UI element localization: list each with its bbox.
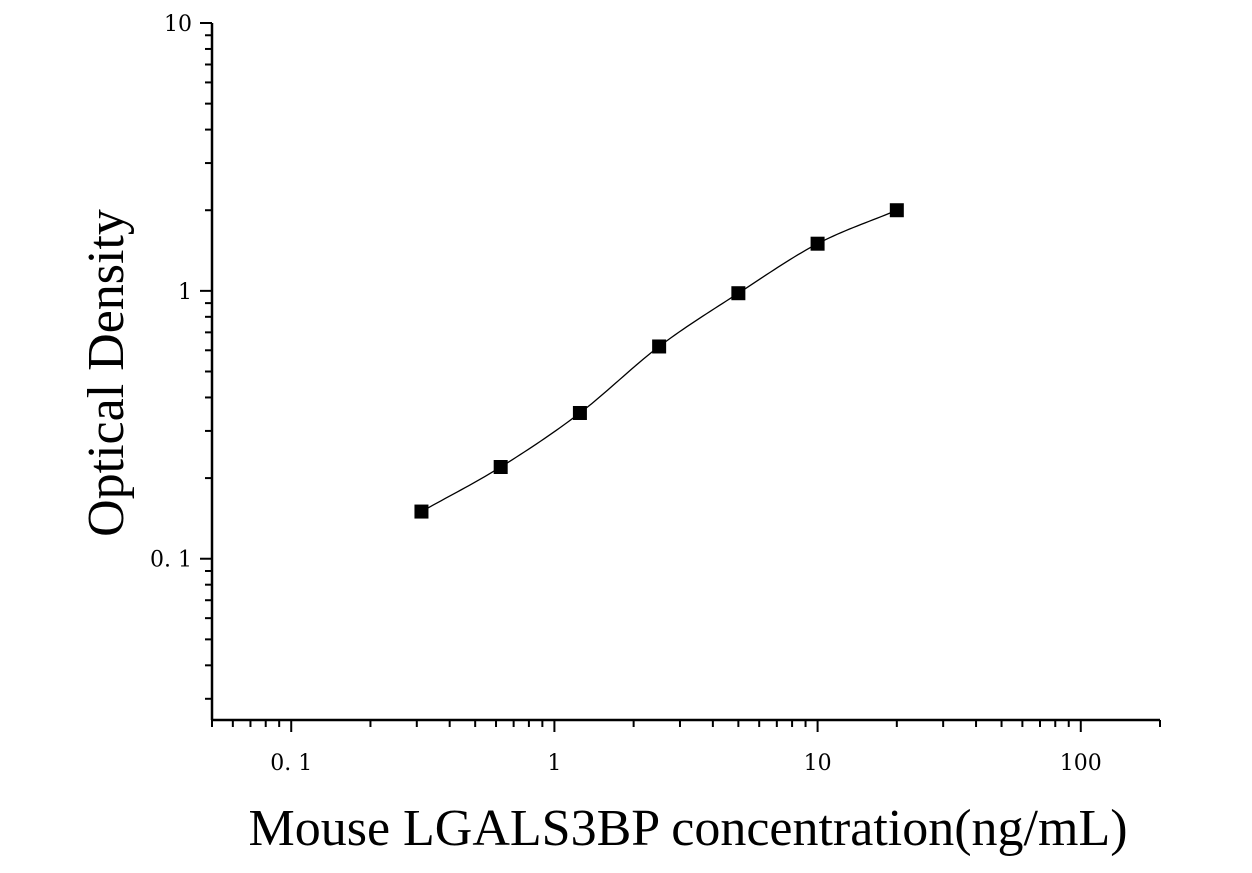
y-tick-label: 10 — [164, 12, 192, 37]
data-point — [652, 339, 667, 354]
data-point — [572, 405, 587, 420]
data-point — [889, 203, 904, 218]
y-tick-label: 1 — [178, 280, 192, 305]
data-point — [493, 460, 508, 475]
ticks — [200, 22, 1161, 732]
y-axis-title: Optical Density — [78, 209, 135, 537]
x-tick-label: 1 — [547, 751, 561, 776]
data-point — [414, 504, 429, 519]
fit-curve — [421, 209, 898, 513]
x-tick-label: 0. 1 — [270, 751, 312, 776]
data-point — [810, 236, 825, 251]
data-points — [414, 203, 904, 519]
tick-labels: 0. 1 1 10 100 0. 1 1 10 — [150, 12, 1102, 776]
x-tick-label: 100 — [1060, 751, 1102, 776]
data-point — [731, 286, 746, 301]
fit-curve-group — [421, 209, 898, 513]
x-axis-title: Mouse LGALS3BP concentration(ng/mL) — [248, 800, 1127, 857]
x-tick-label: 10 — [804, 751, 832, 776]
axes — [210, 23, 1160, 722]
y-tick-label: 0. 1 — [150, 548, 192, 573]
